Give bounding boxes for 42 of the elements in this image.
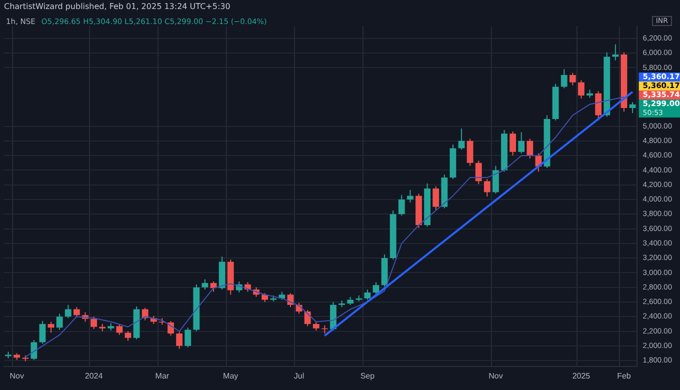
candlestick bbox=[595, 90, 602, 121]
candlestick bbox=[560, 68, 568, 89]
candlestick bbox=[406, 189, 414, 203]
candlestick bbox=[184, 327, 192, 348]
candlestick bbox=[202, 278, 208, 290]
candlestick bbox=[168, 320, 174, 336]
candlestick bbox=[30, 340, 38, 360]
x-tick-label: Nov bbox=[10, 371, 24, 380]
chart-subtitle: ChartistWizard published, Feb 01, 2025 13:24 UTC+5:30 bbox=[4, 2, 230, 11]
candlestick bbox=[364, 289, 371, 300]
candlestick bbox=[124, 330, 132, 342]
candlestick bbox=[304, 310, 311, 327]
candlestick bbox=[510, 130, 516, 156]
candlestick bbox=[629, 102, 636, 114]
candlestick bbox=[475, 160, 482, 185]
x-tick-label: Nov bbox=[488, 371, 503, 380]
candlestick bbox=[484, 178, 490, 198]
x-tick-label: Sep bbox=[360, 371, 376, 380]
candlestick bbox=[116, 323, 123, 336]
candlestick bbox=[526, 138, 534, 159]
candlestick bbox=[39, 320, 46, 344]
candlestick bbox=[398, 194, 405, 216]
candlestick bbox=[578, 80, 584, 99]
candlestick bbox=[176, 331, 183, 350]
candlestick bbox=[569, 72, 576, 86]
candlestick bbox=[466, 138, 474, 166]
candlestick bbox=[432, 186, 440, 210]
candlestick bbox=[56, 313, 63, 330]
candlestick bbox=[518, 132, 525, 154]
x-tick-label: Mar bbox=[155, 371, 170, 380]
x-tick-label: 2024 bbox=[84, 371, 104, 380]
candlestick bbox=[612, 44, 619, 61]
candlestick bbox=[458, 128, 465, 150]
candlestick bbox=[73, 306, 80, 318]
candlestick bbox=[372, 282, 380, 294]
candlestick bbox=[64, 304, 72, 319]
x-tick-label: Feb bbox=[617, 371, 632, 380]
candlestick bbox=[90, 316, 97, 330]
x-tick-label: Jul bbox=[294, 371, 304, 380]
candlestick bbox=[492, 165, 499, 194]
x-tick-label: May bbox=[223, 371, 238, 380]
x-tick-label: 2025 bbox=[572, 371, 591, 380]
